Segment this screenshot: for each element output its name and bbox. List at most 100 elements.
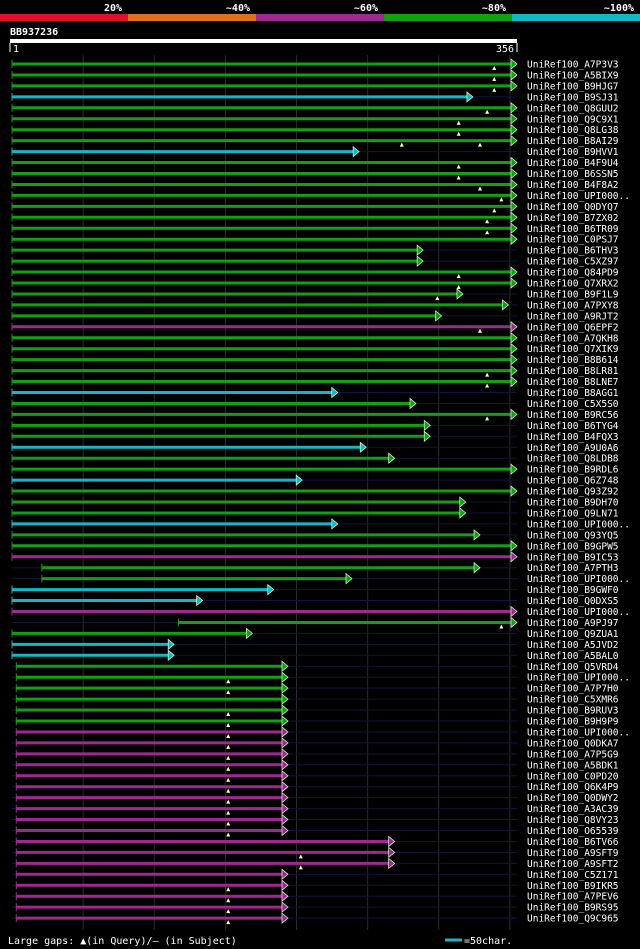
hit-label[interactable]: UniRef100_B9RDL6: [527, 465, 619, 476]
hit-label[interactable]: UniRef100_B9GWF0: [527, 585, 619, 596]
hit-label[interactable]: UniRef100_Q9C9X1: [527, 114, 619, 125]
hit-label[interactable]: UniRef100_A7P7H0: [527, 684, 619, 695]
hit-row[interactable]: UniRef100_A9SFT2: [12, 857, 619, 870]
hit-label[interactable]: UniRef100_B9IC53: [527, 552, 619, 563]
hit-label[interactable]: UniRef100_Q9C965: [527, 914, 619, 925]
hit-label[interactable]: UniRef100_UPI000..: [527, 519, 630, 530]
hit-label[interactable]: UniRef100_UPI000..: [527, 673, 630, 684]
hit-label[interactable]: UniRef100_B9IKR5: [527, 881, 619, 892]
hit-label[interactable]: UniRef100_A7PXY8: [527, 300, 619, 311]
hit-row[interactable]: UniRef100_B8AI29: [11, 134, 619, 148]
hit-row[interactable]: UniRef100_Q9LN71: [11, 507, 619, 520]
hit-label[interactable]: UniRef100_A9PJ97: [527, 618, 619, 629]
hit-row[interactable]: UniRef100_A5BDK1: [12, 759, 619, 772]
hit-label[interactable]: UniRef100_B4FQX3: [527, 432, 619, 443]
hit-label[interactable]: UniRef100_Q0DWY2: [527, 793, 619, 804]
hit-label[interactable]: UniRef100_B8LR81: [527, 366, 619, 377]
hit-row[interactable]: UniRef100_Q0DKA7: [12, 737, 619, 750]
hit-label[interactable]: UniRef100_C0PD20: [527, 771, 619, 782]
hit-row[interactable]: UniRef100_B7ZX02: [11, 211, 619, 224]
hit-row[interactable]: UniRef100_Q93YQ5: [11, 529, 619, 542]
hit-row[interactable]: UniRef100_B9RUV3: [12, 704, 619, 717]
hit-label[interactable]: UniRef100_Q0DYQ7: [527, 202, 619, 213]
hit-label[interactable]: UniRef100_B6SSN5: [527, 169, 619, 180]
hit-label[interactable]: UniRef100_B6THV3: [527, 246, 619, 257]
hit-label[interactable]: UniRef100_Q8LG38: [527, 125, 619, 136]
hit-row[interactable]: UniRef100_A7PEV6: [12, 890, 619, 903]
hit-label[interactable]: UniRef100_A5BIX9: [527, 70, 619, 81]
hit-label[interactable]: UniRef100_B6TR09: [527, 224, 619, 235]
hit-row[interactable]: UniRef100_Q9C965: [12, 912, 619, 925]
hit-label[interactable]: UniRef100_Q7XRX2: [527, 279, 619, 290]
hit-label[interactable]: UniRef100_B8AI29: [527, 136, 619, 147]
hit-row[interactable]: UniRef100_B9HJG7: [11, 80, 619, 93]
hit-row[interactable]: UniRef100_B6SSN5: [11, 167, 619, 181]
hit-row[interactable]: UniRef100_Q8LDB8: [11, 452, 619, 465]
hit-row[interactable]: UniRef100_Q8LG38: [11, 123, 619, 137]
hit-row[interactable]: UniRef100_Q84PD9: [11, 266, 619, 279]
hit-row[interactable]: UniRef100_B9IC53: [11, 551, 619, 564]
hit-label[interactable]: UniRef100_Q8GUU2: [527, 103, 619, 114]
hit-label[interactable]: UniRef100_Q5VRD4: [527, 662, 619, 673]
hit-row[interactable]: UniRef100_A3AC39: [12, 802, 619, 816]
hit-label[interactable]: UniRef100_UPI000..: [527, 574, 630, 585]
hit-label[interactable]: UniRef100_A9RJT2: [527, 311, 619, 322]
hit-row[interactable]: UniRef100_B6TR09: [11, 222, 619, 235]
hit-label[interactable]: UniRef100_C5XZ97: [527, 257, 619, 268]
hit-row[interactable]: UniRef100_B4F8A2: [11, 178, 619, 191]
hit-row[interactable]: UniRef100_B9RC56: [11, 408, 619, 421]
hit-row[interactable]: UniRef100_Q6EPF2: [11, 321, 619, 334]
hit-label[interactable]: UniRef100_Q8VY23: [527, 815, 619, 826]
hit-label[interactable]: UniRef100_A7P3V3: [527, 60, 619, 71]
hit-label[interactable]: UniRef100_Q7XIK9: [527, 344, 619, 355]
hit-row[interactable]: UniRef100_A5BIX9: [11, 69, 619, 82]
hit-label[interactable]: UniRef100_Q6K4P9: [527, 782, 619, 793]
hit-row[interactable]: UniRef100_UPI000..: [12, 671, 630, 684]
hit-label[interactable]: UniRef100_Q0DKA7: [527, 738, 619, 749]
hit-label[interactable]: UniRef100_B9RUV3: [527, 706, 619, 717]
hit-row[interactable]: UniRef100_A7P3V3: [11, 58, 619, 71]
hit-label[interactable]: UniRef100_Q8LDB8: [527, 454, 619, 465]
hit-label[interactable]: UniRef100_B9RS95: [527, 903, 619, 914]
hit-label[interactable]: UniRef100_A7QKH8: [527, 333, 619, 344]
hit-label[interactable]: UniRef100_B9DH70: [527, 498, 619, 509]
hit-row[interactable]: UniRef100_B9IKR5: [12, 879, 619, 892]
hit-row[interactable]: UniRef100_B9HVV1: [11, 145, 619, 159]
hit-row[interactable]: UniRef100_B9RS95: [12, 901, 619, 914]
hit-row[interactable]: UniRef100_A9SFT9: [12, 846, 619, 859]
hit-row[interactable]: UniRef100_UPI000..: [11, 189, 630, 202]
hit-row[interactable]: UniRef100_Q7XRX2: [11, 277, 619, 290]
hit-row[interactable]: UniRef100_C5Z171: [12, 868, 619, 881]
hit-row[interactable]: UniRef100_UPI000..: [12, 572, 630, 586]
hit-row[interactable]: UniRef100_B9SJ31: [11, 91, 619, 104]
hit-label[interactable]: UniRef100_UPI000..: [527, 607, 630, 618]
hit-label[interactable]: UniRef100_UPI000..: [527, 191, 630, 202]
hit-label[interactable]: UniRef100_Q84PD9: [527, 268, 619, 279]
hit-row[interactable]: UniRef100_Q93Z92: [11, 485, 619, 498]
hit-row[interactable]: UniRef100_C5XMR6: [12, 693, 619, 706]
hit-row[interactable]: UniRef100_C0PD20: [12, 770, 619, 783]
hit-row[interactable]: UniRef100_A5JVD2: [11, 638, 619, 651]
hit-label[interactable]: UniRef100_A9SFT9: [527, 848, 619, 859]
hit-label[interactable]: UniRef100_B9SJ31: [527, 92, 619, 103]
hit-row[interactable]: UniRef100_A9RJT2: [11, 310, 619, 323]
hit-row[interactable]: UniRef100_Q6Z748: [11, 474, 619, 487]
hit-label[interactable]: UniRef100_O65539: [527, 826, 619, 837]
hit-row[interactable]: UniRef100_B6TV66: [12, 835, 619, 848]
hit-row[interactable]: UniRef100_A7PXY8: [11, 299, 619, 312]
hit-label[interactable]: UniRef100_B6TV66: [527, 837, 619, 848]
hit-row[interactable]: UniRef100_B8LR81: [11, 364, 619, 378]
hit-label[interactable]: UniRef100_B9HVV1: [527, 147, 619, 158]
hit-label[interactable]: UniRef100_B6TYG4: [527, 421, 619, 432]
hit-label[interactable]: UniRef100_UPI000..: [527, 727, 630, 738]
hit-row[interactable]: UniRef100_Q7XIK9: [11, 342, 619, 356]
hit-label[interactable]: UniRef100_A5BAL0: [527, 651, 619, 662]
hit-row[interactable]: UniRef100_B9H9P9: [12, 715, 619, 728]
hit-row[interactable]: UniRef100_O65539: [12, 824, 619, 838]
hit-label[interactable]: UniRef100_Q9ZUA1: [527, 629, 619, 640]
hit-label[interactable]: UniRef100_A7P5G9: [527, 749, 619, 760]
hit-row[interactable]: UniRef100_B6THV3: [11, 244, 619, 257]
hit-row[interactable]: UniRef100_Q0DXS5: [11, 594, 619, 608]
hit-row[interactable]: UniRef100_A9PJ97: [12, 616, 619, 629]
hit-label[interactable]: UniRef100_Q93Z92: [527, 487, 619, 498]
